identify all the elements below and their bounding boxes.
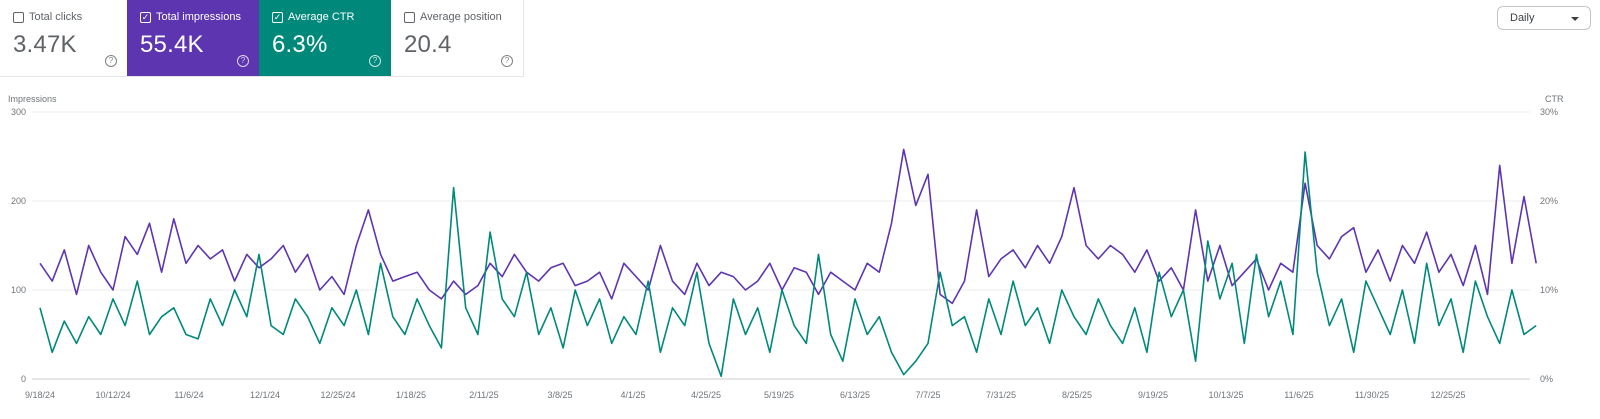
granularity-dropdown[interactable]: Daily — [1497, 6, 1591, 30]
checkbox-checked-icon[interactable]: ✓ — [140, 11, 151, 23]
x-tick-label: 9/19/25 — [1138, 390, 1168, 400]
x-tick-label: 5/19/25 — [764, 390, 794, 400]
metric-label: Average CTR — [288, 11, 355, 23]
series-line-ctr — [39, 151, 1537, 378]
x-tick-label: 10/12/24 — [95, 390, 130, 400]
metric-value: 6.3% — [272, 31, 328, 58]
y-right-tick-label: 10% — [1540, 285, 1558, 295]
checkbox-unchecked-icon[interactable] — [404, 11, 415, 23]
checkbox-checked-icon[interactable]: ✓ — [272, 11, 283, 23]
x-tick-label: 9/18/24 — [25, 390, 55, 400]
y-right-tick-label: 0% — [1540, 374, 1553, 384]
metric-card-total-clicks[interactable]: Total clicks 3.47K ? — [0, 0, 127, 76]
help-icon[interactable]: ? — [105, 55, 117, 67]
y-right-tick-label: 30% — [1540, 107, 1558, 117]
metric-label: Total clicks — [29, 11, 83, 23]
x-tick-label: 4/1/25 — [620, 390, 645, 400]
metric-card-total-impressions[interactable]: ✓ Total impressions 55.4K ? — [127, 0, 259, 76]
x-tick-label: 12/25/25 — [1430, 390, 1465, 400]
y-left-tick-label: 300 — [11, 107, 26, 117]
x-tick-label: 12/25/24 — [320, 390, 355, 400]
metric-card-average-position[interactable]: Average position 20.4 ? — [391, 0, 523, 76]
metric-card-average-ctr[interactable]: ✓ Average CTR 6.3% ? — [259, 0, 391, 76]
help-icon[interactable]: ? — [369, 55, 381, 67]
metric-label: Average position — [420, 11, 502, 23]
x-tick-label: 10/13/25 — [1208, 390, 1243, 400]
help-icon[interactable]: ? — [501, 55, 513, 67]
y-left-tick-label: 100 — [11, 285, 26, 295]
y-axis-left-title: Impressions — [8, 94, 57, 104]
x-tick-label: 11/30/25 — [1355, 390, 1389, 400]
granularity-label: Daily — [1510, 12, 1535, 24]
x-tick-label: 8/25/25 — [1062, 390, 1092, 400]
checkbox-unchecked-icon[interactable] — [13, 11, 24, 23]
x-tick-label: 11/6/24 — [174, 390, 203, 400]
y-left-tick-label: 200 — [11, 196, 26, 206]
y-axis-right-title: CTR — [1545, 94, 1564, 104]
y-right-tick-label: 20% — [1540, 196, 1558, 206]
caret-down-icon — [1571, 17, 1579, 21]
metric-value: 20.4 — [404, 31, 452, 58]
help-icon[interactable]: ? — [237, 55, 249, 67]
x-tick-label: 3/8/25 — [548, 390, 573, 400]
x-tick-label: 11/6/25 — [1284, 390, 1313, 400]
metric-value: 55.4K — [140, 31, 204, 58]
x-tick-label: 1/18/25 — [396, 390, 426, 400]
metric-value: 3.47K — [13, 31, 77, 58]
x-tick-label: 4/25/25 — [691, 390, 721, 400]
metric-cards: Total clicks 3.47K ? ✓ Total impressions … — [0, 0, 524, 77]
x-tick-label: 6/13/25 — [840, 390, 870, 400]
x-tick-label: 2/11/25 — [469, 390, 498, 400]
series-line-impressions — [39, 148, 1537, 305]
x-tick-label: 7/7/25 — [915, 390, 940, 400]
y-left-tick-label: 0 — [21, 374, 26, 384]
metric-label: Total impressions — [156, 11, 241, 23]
x-tick-label: 12/1/24 — [250, 390, 280, 400]
x-tick-label: 7/31/25 — [986, 390, 1016, 400]
